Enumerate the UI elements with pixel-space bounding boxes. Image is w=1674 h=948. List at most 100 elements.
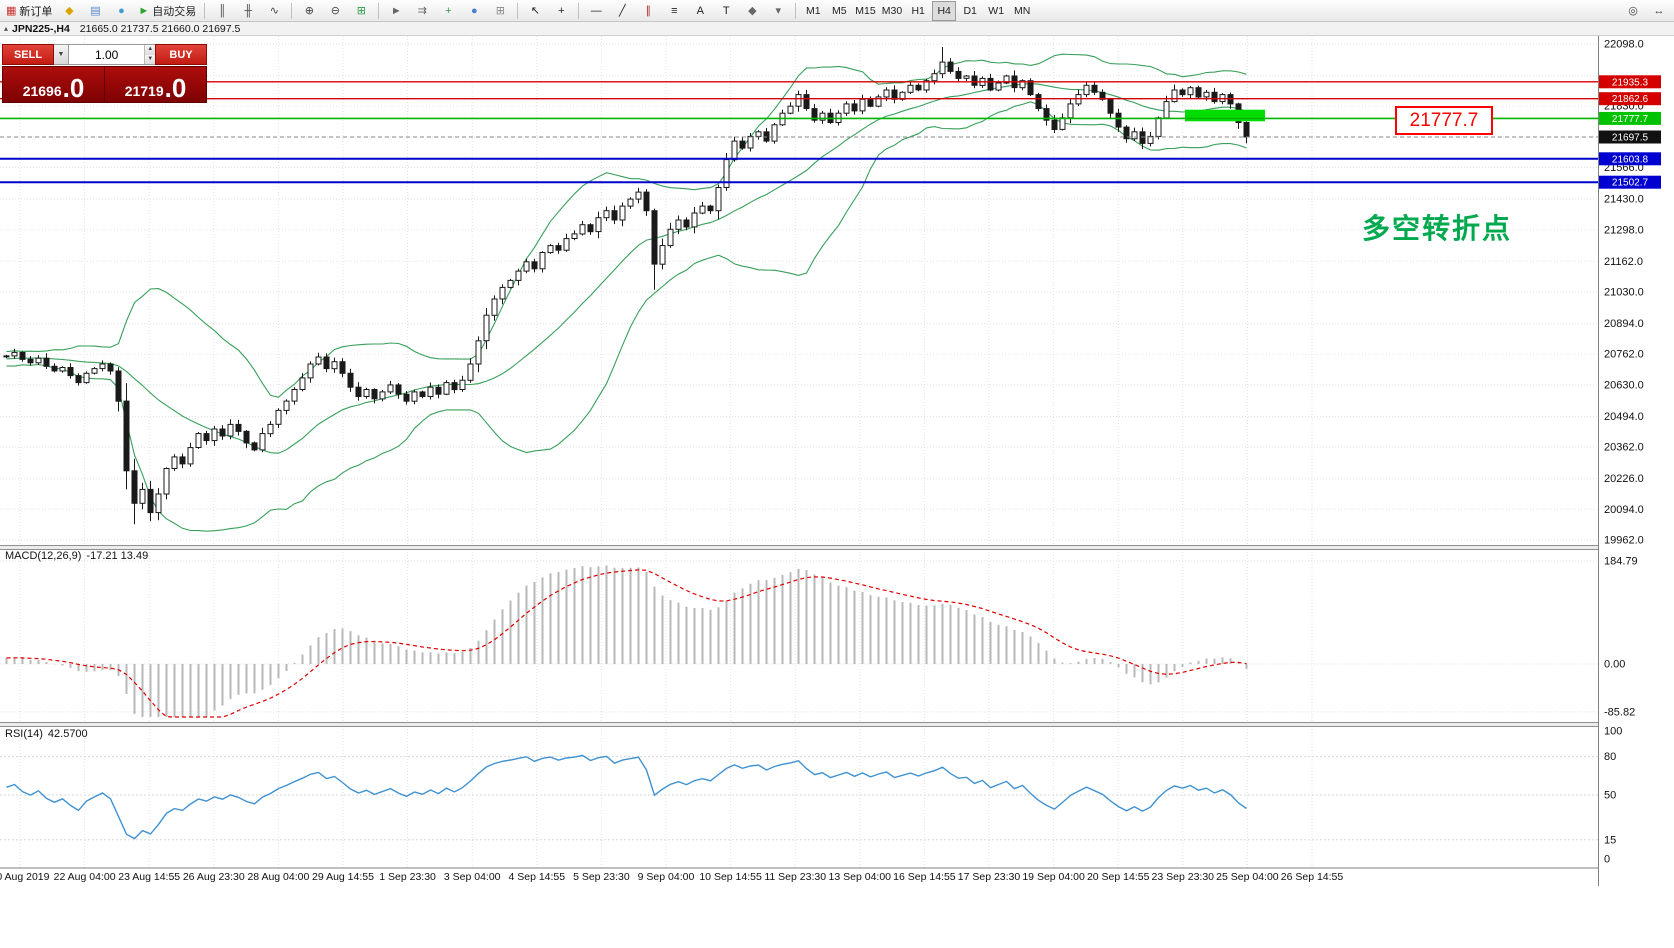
timeframe-m15[interactable]: M15: [855, 4, 876, 17]
zoom-out-icon[interactable]: ⊖: [330, 4, 340, 17]
sell-price: 21696: [22, 82, 62, 99]
svg-text:20 Sep 14:55: 20 Sep 14:55: [1087, 871, 1150, 883]
rsi-layer: [6, 754, 1247, 840]
toolbar-separator: [204, 2, 206, 19]
pan-icon[interactable]: ↔: [1653, 4, 1665, 17]
svg-text:21862.6: 21862.6: [1612, 94, 1649, 105]
svg-text:21603.8: 21603.8: [1612, 154, 1649, 165]
svg-text:21162.0: 21162.0: [1604, 256, 1643, 268]
grid-icon[interactable]: ⊞: [356, 4, 366, 17]
one-click-trading-panel: SELL ▼ ▲▼ BUY 21696.0 21719.0: [2, 44, 207, 103]
trendline-icon[interactable]: ╱: [618, 4, 626, 17]
indicators-icon[interactable]: +: [445, 4, 452, 17]
svg-text:50: 50: [1604, 790, 1616, 802]
price-callout-box[interactable]: 21777.7: [1395, 106, 1493, 135]
fibonacci-icon[interactable]: ≡: [671, 4, 678, 17]
price-axis: 22098.021830.021566.021430.021298.021162…: [1598, 36, 1674, 948]
svg-text:13 Sep 04:00: 13 Sep 04:00: [829, 871, 892, 883]
svg-text:80: 80: [1604, 751, 1616, 763]
channel-icon[interactable]: ∥: [645, 4, 652, 17]
timeframe-mn[interactable]: MN: [1014, 4, 1031, 17]
label-icon[interactable]: T: [722, 4, 730, 17]
timeframe-h4[interactable]: H4: [932, 0, 957, 21]
svg-text:3 Sep 04:00: 3 Sep 04:00: [444, 871, 501, 883]
svg-text:21430.0: 21430.0: [1604, 194, 1644, 206]
svg-text:21502.7: 21502.7: [1612, 178, 1649, 189]
svg-text:-85.82: -85.82: [1604, 706, 1635, 718]
svg-text:26 Sep 14:55: 26 Sep 14:55: [1281, 871, 1344, 883]
sell-price-button[interactable]: 21696.0: [2, 66, 104, 103]
buy-button[interactable]: BUY: [155, 44, 207, 65]
horizontal-line-icon[interactable]: —: [590, 4, 602, 17]
rsi-header: RSI(14) 42.5700: [5, 728, 88, 740]
panel-backgrounds: [0, 36, 1674, 948]
crosshair-icon[interactable]: +: [558, 4, 565, 17]
svg-text:21030.0: 21030.0: [1604, 287, 1644, 299]
toolbar-separator: [795, 2, 797, 19]
templates-icon[interactable]: ⊞: [495, 4, 505, 17]
toolbar-separator: [517, 2, 519, 19]
cursor-icon[interactable]: ↖: [530, 4, 540, 17]
timeframe-h1[interactable]: H1: [911, 4, 925, 17]
volume-spinner[interactable]: ▲ ▼: [144, 45, 155, 64]
toolbar-separator: [578, 2, 580, 19]
turning-point-note: 多空转折点: [1361, 213, 1512, 244]
svg-text:20630.0: 20630.0: [1604, 379, 1644, 391]
svg-text:20094.0: 20094.0: [1604, 504, 1644, 516]
svg-text:20226.0: 20226.0: [1604, 473, 1644, 485]
svg-text:1 Sep 23:30: 1 Sep 23:30: [379, 871, 436, 883]
svg-text:0.00: 0.00: [1604, 659, 1625, 671]
macd-layer: [5, 565, 1248, 718]
svg-text:15: 15: [1604, 834, 1616, 846]
chart-icon: ▴: [4, 24, 9, 33]
splitters: [0, 545, 1674, 869]
svg-text:0: 0: [1604, 854, 1610, 866]
search-icon[interactable]: ◎: [1628, 4, 1638, 17]
svg-text:11 Sep 23:30: 11 Sep 23:30: [764, 871, 826, 883]
svg-text:17 Sep 23:30: 17 Sep 23:30: [958, 871, 1021, 883]
periods-icon[interactable]: ●: [470, 4, 478, 17]
volume-dropdown-button[interactable]: ▼: [54, 44, 69, 65]
svg-text:19962.0: 19962.0: [1604, 535, 1644, 547]
timeframe-m1[interactable]: M1: [806, 4, 821, 17]
line-chart-icon[interactable]: ∿: [269, 4, 279, 17]
bar-chart-icon[interactable]: ║: [218, 4, 227, 17]
svg-text:26 Aug 23:30: 26 Aug 23:30: [183, 871, 245, 883]
chart-shift-icon[interactable]: ⇉: [417, 4, 427, 17]
highlight-rect-layer: [1185, 109, 1265, 122]
price-badges: 21935.3 21862.6 21777.7 21697.5 21603.8 21502…: [1599, 75, 1661, 189]
shapes-icon[interactable]: ◆: [748, 4, 757, 17]
timeframe-m30[interactable]: M30: [881, 4, 903, 17]
toolbar-separator: [378, 2, 380, 19]
svg-text:100: 100: [1604, 726, 1622, 738]
text-icon[interactable]: A: [696, 4, 704, 17]
svg-text:9 Sep 04:00: 9 Sep 04:00: [638, 871, 695, 883]
svg-text:184.79: 184.79: [1604, 555, 1638, 567]
svg-text:20762.0: 20762.0: [1604, 349, 1644, 361]
timeframe-d1[interactable]: D1: [963, 4, 977, 17]
svg-text:5 Sep 23:30: 5 Sep 23:30: [573, 871, 630, 883]
new-order-button[interactable]: ▦ 新订单: [6, 4, 53, 18]
market-depth-button[interactable]: ▤: [90, 4, 101, 17]
svg-text:21777.7: 21777.7: [1612, 114, 1649, 125]
timeframe-w1[interactable]: W1: [988, 4, 1005, 17]
svg-text:20362.0: 20362.0: [1604, 442, 1644, 454]
svg-text:16 Sep 14:55: 16 Sep 14:55: [893, 871, 956, 883]
svg-text:25 Sep 04:00: 25 Sep 04:00: [1216, 871, 1279, 883]
arrows-dropdown-icon[interactable]: ▾: [775, 4, 782, 17]
buy-price-button[interactable]: 21719.0: [104, 66, 207, 103]
gold-icon-button[interactable]: ◆: [65, 4, 74, 17]
sell-button[interactable]: SELL: [2, 44, 54, 65]
svg-text:20894.0: 20894.0: [1604, 318, 1644, 330]
zoom-in-icon[interactable]: ⊕: [304, 4, 314, 17]
volume-input[interactable]: [69, 45, 145, 64]
autotrade-button[interactable]: ► 自动交易: [138, 4, 197, 18]
buy-price: 21719: [124, 82, 164, 99]
autoscroll-icon[interactable]: ►: [390, 4, 402, 17]
svg-text:21935.3: 21935.3: [1612, 77, 1649, 88]
history-center-button[interactable]: ●: [118, 4, 125, 17]
candle-chart-icon[interactable]: ╫: [244, 4, 253, 17]
timeframe-m5[interactable]: M5: [832, 4, 847, 17]
